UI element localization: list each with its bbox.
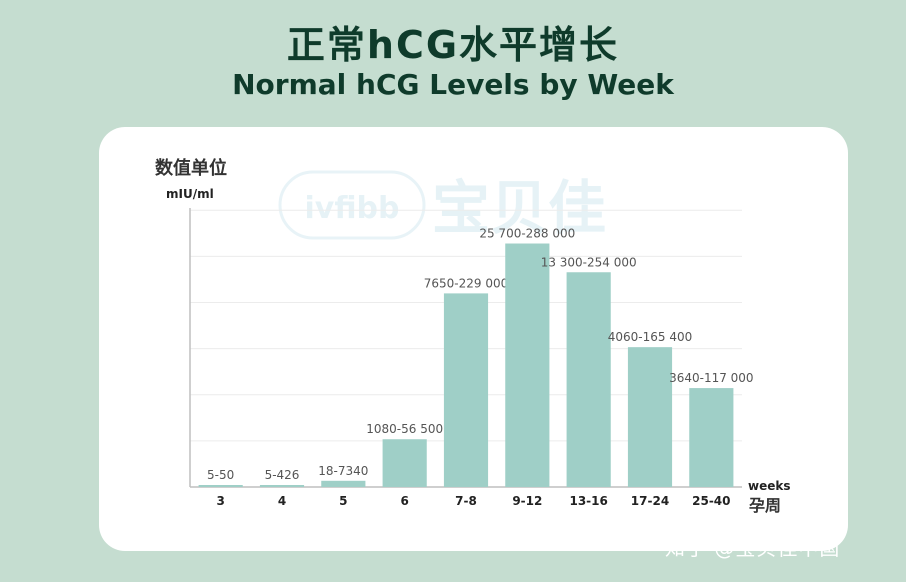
data-label-25-40: 3640-117 000 — [669, 371, 754, 385]
data-label-17-24: 4060-165 400 — [608, 330, 693, 344]
x-axis-label-cn: 孕周 — [749, 496, 781, 515]
x-tick-label-6: 6 — [400, 494, 408, 508]
data-label-13-16: 13 300-254 000 — [541, 255, 637, 269]
x-tick-label-17-24: 17-24 — [631, 494, 669, 508]
x-tick-label-7-8: 7-8 — [455, 494, 477, 508]
data-label-7-8: 7650-229 000 — [424, 276, 509, 290]
x-tick-label-25-40: 25-40 — [692, 494, 730, 508]
bar-13-16 — [566, 272, 611, 487]
y-axis-unit: mIU/ml — [166, 187, 214, 201]
bar-17-24 — [627, 347, 673, 487]
y-axis-label: 数值单位 — [155, 157, 227, 179]
x-tick-label-9-12: 9-12 — [512, 494, 542, 508]
bar-4 — [259, 485, 305, 487]
data-label-5: 18-7340 — [318, 464, 368, 478]
data-label-6: 1080-56 500 — [366, 422, 443, 436]
bar-25-40 — [689, 388, 734, 487]
bar-series: 5-50 3 5-426 4 18-7340 5 1080-56 500 6 7650-229 … — [198, 227, 754, 508]
bar-5 — [321, 480, 366, 487]
data-label-9-12: 25 700-288 000 — [479, 227, 575, 241]
x-tick-label-13-16: 13-16 — [569, 494, 607, 508]
x-tick-label-5: 5 — [339, 494, 347, 508]
bar-9-12 — [505, 243, 550, 487]
data-label-3: 5-50 — [207, 468, 234, 482]
footer-credit: 知乎 @宝贝佳中国 — [665, 536, 841, 560]
page-title-cn: 正常hCG水平增长 — [286, 23, 620, 67]
x-tick-label-4: 4 — [278, 494, 286, 508]
page-title-en: Normal hCG Levels by Week — [232, 68, 674, 101]
data-label-4: 5-426 — [265, 468, 300, 482]
x-tick-label-3: 3 — [216, 494, 224, 508]
bar-3 — [198, 485, 243, 487]
bar-6 — [382, 439, 427, 487]
bar-7-8 — [443, 293, 489, 487]
x-axis-label: weeks — [748, 479, 791, 493]
